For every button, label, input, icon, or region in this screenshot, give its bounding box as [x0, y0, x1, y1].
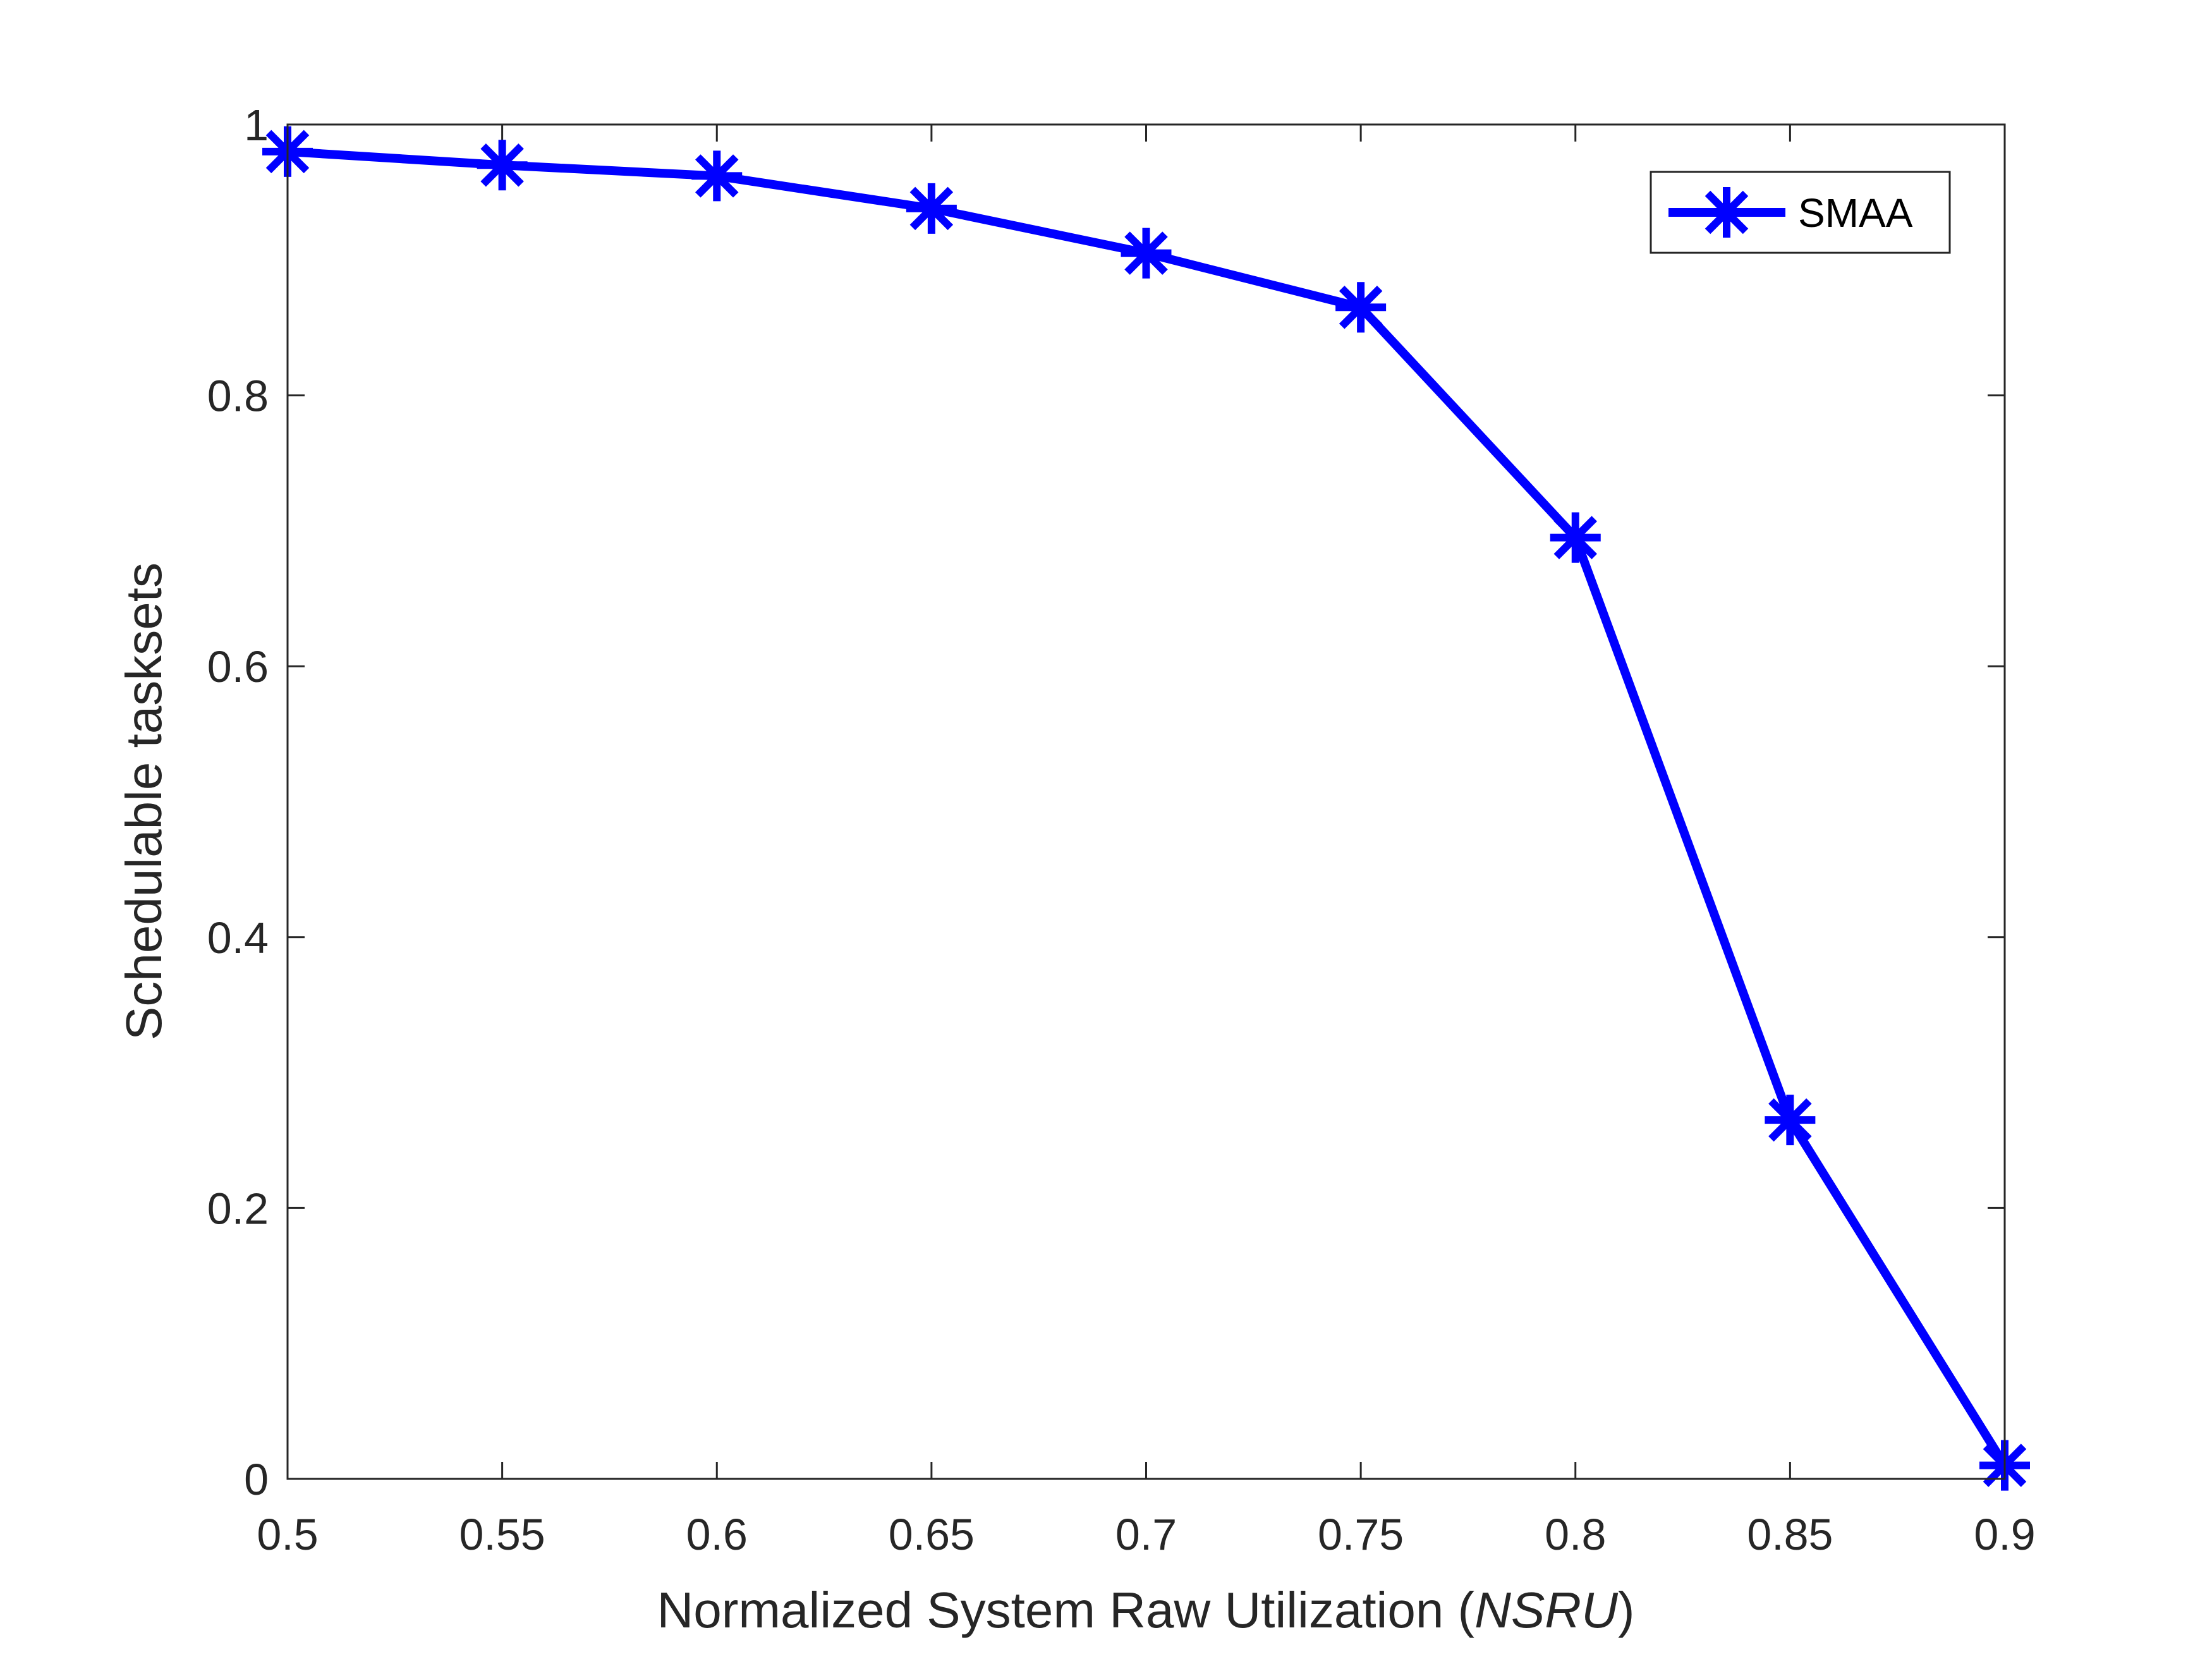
- data-point-marker: [906, 183, 957, 234]
- data-point-marker: [1121, 228, 1172, 279]
- x-tick-label: 0.7: [1115, 1510, 1177, 1559]
- y-tick-label: 0.4: [207, 913, 269, 963]
- data-point-marker: [1765, 1095, 1816, 1146]
- plot-frame: [286, 123, 2006, 1480]
- x-tick-label: 0.65: [889, 1510, 975, 1559]
- tick-labels: 0.5 0.55 0.6 0.65 0.7 0.75 0.8 0.85 0.9 0 0.2 0.4 0.…: [207, 100, 2036, 1559]
- x-tick-label: 0.85: [1747, 1510, 1833, 1559]
- y-tick-label: 1: [244, 100, 269, 150]
- y-tick-label: 0.6: [207, 642, 269, 691]
- x-tick-label: 0.55: [459, 1510, 545, 1559]
- y-tick-label: 0: [244, 1455, 269, 1504]
- series: [262, 126, 2030, 1491]
- legend-label-smaa: SMAA: [1798, 190, 1913, 236]
- x-tick-label: 0.8: [1545, 1510, 1606, 1559]
- y-tick-label: 0.2: [207, 1184, 269, 1233]
- legend: SMAA: [1650, 171, 1951, 254]
- data-point-marker: [691, 150, 743, 202]
- data-point-marker: [477, 140, 528, 191]
- plot-area: [288, 125, 2005, 1479]
- x-axis-label: Normalized System Raw Utilization (NSRU): [657, 1582, 1635, 1638]
- x-tick-label: 0.6: [686, 1510, 748, 1559]
- data-point-marker: [1550, 512, 1601, 563]
- y-axis-label: Schedulable tasksets: [116, 562, 172, 1040]
- legend-marker-icon: [1701, 187, 1752, 238]
- x-tick-label: 0.9: [1974, 1510, 2035, 1559]
- data-point-marker: [1335, 282, 1387, 333]
- y-tick-label: 0.8: [207, 372, 269, 421]
- x-tick-label: 0.5: [257, 1510, 318, 1559]
- legend-asterisk-icon: [1701, 187, 1752, 238]
- x-tick-label: 0.75: [1318, 1510, 1404, 1559]
